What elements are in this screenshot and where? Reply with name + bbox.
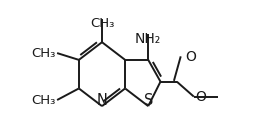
Text: O: O — [185, 50, 196, 64]
Text: N: N — [97, 93, 107, 108]
Text: S: S — [144, 93, 153, 108]
Text: O: O — [195, 90, 206, 104]
Text: CH₃: CH₃ — [31, 93, 56, 107]
Text: CH₃: CH₃ — [31, 47, 56, 60]
Text: CH₃: CH₃ — [90, 17, 114, 30]
Text: NH₂: NH₂ — [135, 32, 161, 46]
